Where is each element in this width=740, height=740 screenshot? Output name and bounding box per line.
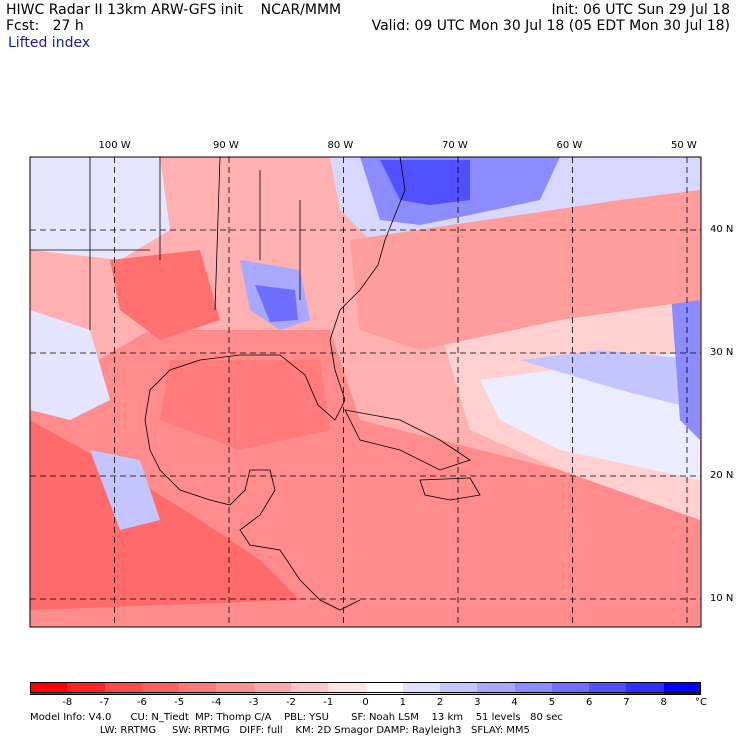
valid-time: Valid: 09 UTC Mon 30 Jul 18 (05 EDT Mon … [371,18,730,34]
colorbar-label: -4 [211,697,222,708]
latitude-label: 10 N [710,593,734,604]
colorbar-label: 0 [362,697,369,708]
lat-lon-grid [30,157,701,627]
init-time: Init: 06 UTC Sun 29 Jul 18 [551,2,730,18]
colorbar-label: 3 [474,697,481,708]
longitude-label: 100 W [98,140,131,151]
colorbar-label: -5 [174,697,185,708]
forecast-hour: Fcst: 27 h [6,18,84,34]
title-left: HIWC Radar II 13km ARW-GFS init NCAR/MMM [6,2,342,18]
latitude-label: 40 N [710,224,734,235]
colorbar-label: -1 [323,697,334,708]
longitude-label: 60 W [556,140,583,151]
field-name: Lifted index [8,35,91,51]
colorbar-label: 5 [548,697,556,708]
latitude-label: 30 N [710,347,734,358]
colorbar-unit: °C [695,697,707,708]
latitude-label: 20 N [710,470,734,481]
longitude-label: 50 W [671,140,697,151]
colorbar-label: -8 [62,697,73,708]
model-info-line2: LW: RRTMG SW: RRTMG DIFF: full KM: 2D Sm… [30,725,530,736]
longitude-label: 70 W [442,140,468,151]
colorbar-label: 7 [623,697,630,708]
model-info-line1: Model Info: V4.0 CU: N_Tiedt MP: Thomp C… [30,712,563,723]
colorbar-frame [30,682,701,693]
map-frame [29,156,702,628]
colorbar-label: 1 [399,697,406,708]
colorbar-label: -3 [248,697,259,708]
colorbar-label: -7 [99,697,110,708]
map-field [30,157,701,627]
colorbar-label: 6 [585,697,593,708]
colorbar-label: 4 [511,697,518,708]
coastlines [30,157,481,611]
colorbar-label: -6 [136,697,147,708]
colorbar-label: -2 [285,697,296,708]
colorbar-label: 2 [436,697,444,708]
longitude-label: 90 W [213,140,239,151]
colorbar-label: 8 [660,697,667,708]
longitude-label: 80 W [327,140,354,151]
